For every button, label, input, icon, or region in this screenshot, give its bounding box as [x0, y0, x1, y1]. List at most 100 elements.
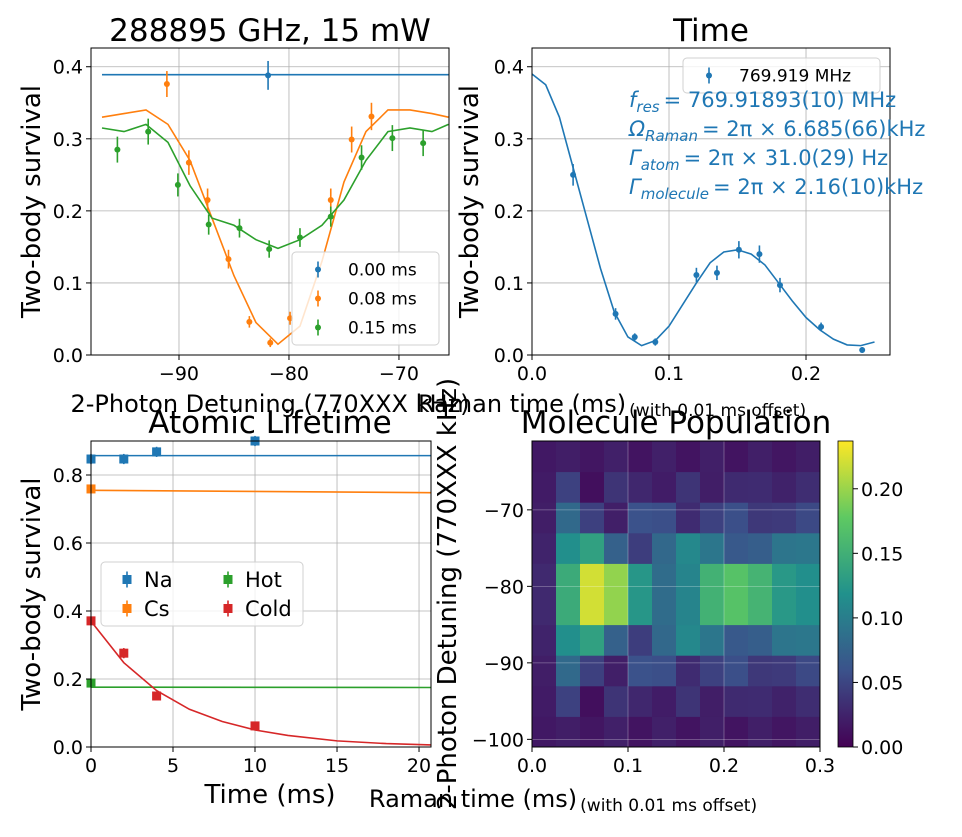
heatmap-cell [652, 716, 677, 748]
heatmap-cell [796, 563, 821, 595]
annotation: ΩRaman = 2π × 6.685(66)kHz [628, 117, 925, 145]
heatmap-cell [532, 716, 557, 748]
heatmap-cell [604, 563, 629, 595]
heatmap-cell [628, 685, 653, 717]
x-tick-label: 0.2 [709, 755, 739, 777]
marker [756, 251, 763, 258]
heatmap-cell [580, 655, 605, 687]
colorbar-tick-label: 0.20 [861, 479, 903, 501]
x-axis-label: Raman time (ms) (with 0.01 ms offset) [418, 390, 806, 421]
heatmap-cell [724, 502, 749, 534]
x-axis-label: Time (ms) [203, 780, 335, 810]
x-tick-label: 0.2 [791, 363, 821, 385]
panel: 0.0 0.1 0.2 0.3 −100 −90 −80 −70 Molecule Popula… [369, 378, 903, 816]
y-tick-label: −70 [484, 500, 524, 522]
heatmap-cell [556, 563, 581, 595]
legend-marker [122, 575, 132, 584]
y-axis-label: Two-body survival [17, 85, 47, 319]
heatmap-cell [532, 685, 557, 717]
heatmap-cell [748, 441, 773, 473]
marker [652, 339, 659, 346]
annotation: fres = 769.91893(10) MHz [629, 88, 896, 116]
heatmap-cell [532, 594, 557, 626]
heatmap-cell [580, 441, 605, 473]
heatmap-cell [676, 594, 701, 626]
heatmap-cell [676, 716, 701, 748]
annotation-sub: atom [641, 156, 680, 174]
heatmap-cell [604, 502, 629, 534]
heatmap-cell [700, 471, 725, 503]
heatmap-cell [676, 624, 701, 656]
heatmap-cell [700, 655, 725, 687]
heatmap-cell [724, 624, 749, 656]
heatmap-cell [652, 655, 677, 687]
y-axis-label: Two-body survival [17, 477, 47, 711]
heatmap-cell [580, 716, 605, 748]
x-tick-label: −70 [379, 363, 419, 385]
legend-label: 769.919 MHz [739, 67, 851, 87]
marker [327, 213, 334, 220]
y-tick-label: 0.4 [53, 601, 83, 623]
heatmap-cell [652, 594, 677, 626]
heatmap-cell [748, 594, 773, 626]
panel: 0.00 ms 0.08 ms 0.15 ms −90 −80 −70 0.0 0.1 0.2 0… [17, 13, 470, 418]
marker [296, 234, 303, 241]
y-tick-label: 0.6 [53, 533, 83, 555]
y-tick-label: 0.0 [494, 345, 524, 367]
chart-title: Time [672, 13, 749, 49]
heatmap-cell [772, 594, 797, 626]
heatmap-cell [628, 594, 653, 626]
heatmap-cell [772, 685, 797, 717]
fit-line [101, 123, 449, 250]
heatmap-cell [556, 624, 581, 656]
heatmap-cell [532, 502, 557, 534]
heatmap-cell [604, 624, 629, 656]
legend-marker [122, 604, 132, 613]
heatmap-cell [532, 655, 557, 687]
y-tick-label: −80 [484, 576, 524, 598]
heatmap-cell [532, 624, 557, 656]
heatmap-cell [676, 655, 701, 687]
heatmap-cell [628, 502, 653, 534]
annotation-text: = 2π × 31.0(29) Hz [684, 146, 889, 170]
y-tick-label: 0.3 [494, 129, 524, 151]
heatmap-cell [676, 471, 701, 503]
y-tick-label: 0.0 [53, 345, 83, 367]
heatmap-cell [724, 471, 749, 503]
y-tick-label: 0.0 [53, 737, 83, 759]
heatmap-cell [772, 624, 797, 656]
heatmap-cell [532, 471, 557, 503]
legend-label: 0.08 ms [348, 290, 417, 310]
heatmap-cell [580, 532, 605, 564]
marker [267, 339, 274, 346]
heatmap-cell [556, 594, 581, 626]
heatmap-cell [724, 685, 749, 717]
legend-marker [223, 575, 233, 584]
heatmap-cell [700, 563, 725, 595]
heatmap-cell [724, 532, 749, 564]
marker [250, 721, 260, 731]
legend-label: Cold [245, 597, 292, 621]
fit-line [531, 73, 875, 347]
y-tick-label: −90 [484, 653, 524, 675]
legend-box [291, 251, 440, 346]
marker [735, 246, 742, 253]
heatmap-cell [700, 594, 725, 626]
marker [713, 269, 720, 276]
x-axis-label-main: Time (ms) [203, 780, 335, 810]
y-tick-label: 0.4 [494, 57, 524, 79]
y-tick-label: 0.2 [53, 201, 83, 223]
axes-frame [90, 47, 450, 356]
marker [266, 246, 273, 253]
annotation-sub: molecule [641, 185, 709, 203]
heatmap-cell [628, 532, 653, 564]
legend-box [100, 561, 304, 627]
heatmap-cell [580, 471, 605, 503]
marker [327, 197, 334, 204]
legend-marker [706, 72, 712, 79]
heatmap-cell [604, 471, 629, 503]
x-tick-label: 0.1 [654, 363, 684, 385]
heatmap-cell [748, 655, 773, 687]
marker [225, 256, 232, 263]
